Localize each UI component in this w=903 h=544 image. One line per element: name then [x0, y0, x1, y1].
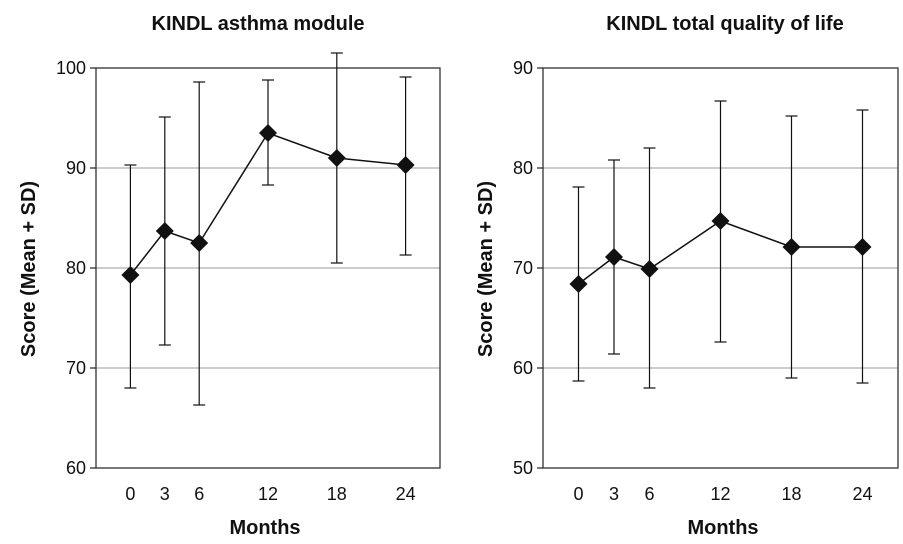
- x-tick-label: 18: [327, 484, 347, 504]
- y-tick-label: 60: [66, 458, 86, 478]
- data-point-marker: [327, 149, 346, 167]
- chart-title: KINDL asthma module: [152, 13, 365, 35]
- x-tick-label: 6: [644, 484, 654, 504]
- x-tick-label: 24: [396, 484, 416, 504]
- data-point-marker: [853, 238, 872, 256]
- data-point-marker: [155, 222, 174, 240]
- x-tick-label: 0: [125, 484, 135, 504]
- y-tick-label: 50: [513, 458, 533, 478]
- series-line: [129, 132, 406, 276]
- x-tick-label: 3: [160, 484, 170, 504]
- x-tick-label: 6: [194, 484, 204, 504]
- x-tick-label: 0: [573, 484, 583, 504]
- data-point-marker: [569, 275, 588, 293]
- plot-area: 60 70 80 90 100 0 3 6 12 18 24: [56, 52, 441, 504]
- x-tick-label: 12: [258, 484, 278, 504]
- x-tick-label: 18: [781, 484, 801, 504]
- y-tick-label: 90: [513, 58, 533, 78]
- series-line: [578, 220, 863, 285]
- plot-area: 50 60 70 80 90 0 3 6 12 18 24: [513, 58, 899, 504]
- y-tick-label: 70: [66, 358, 86, 378]
- x-tick-label: 12: [710, 484, 730, 504]
- data-point-marker: [259, 124, 277, 142]
- y-tick-label: 60: [513, 358, 533, 378]
- data-point-marker: [640, 260, 659, 278]
- data-point-marker: [711, 212, 730, 230]
- y-tick-label: 80: [66, 258, 86, 278]
- x-tick-label: 24: [852, 484, 872, 504]
- y-tick-label: 90: [66, 158, 86, 178]
- x-tick-label: 3: [609, 484, 619, 504]
- y-tick-label: 80: [513, 158, 533, 178]
- x-axis-label: Months: [687, 517, 758, 539]
- y-tick-label: 100: [56, 58, 86, 78]
- data-point-marker: [190, 234, 209, 252]
- chart-panel-asthma: KINDL asthma module Score (Mean + SD) Mo…: [18, 13, 441, 539]
- data-point-marker: [121, 266, 140, 284]
- y-axis-label: Score (Mean + SD): [18, 181, 40, 357]
- y-tick-label: 70: [513, 258, 533, 278]
- x-axis-label: Months: [229, 517, 300, 539]
- data-point-marker: [605, 248, 623, 266]
- data-point-marker: [396, 156, 415, 174]
- y-axis-label: Score (Mean + SD): [475, 181, 497, 357]
- chart-panel-quality-of-life: KINDL total quality of life Score (Mean …: [475, 13, 899, 539]
- data-point-marker: [782, 238, 801, 256]
- chart-title: KINDL total quality of life: [606, 13, 843, 35]
